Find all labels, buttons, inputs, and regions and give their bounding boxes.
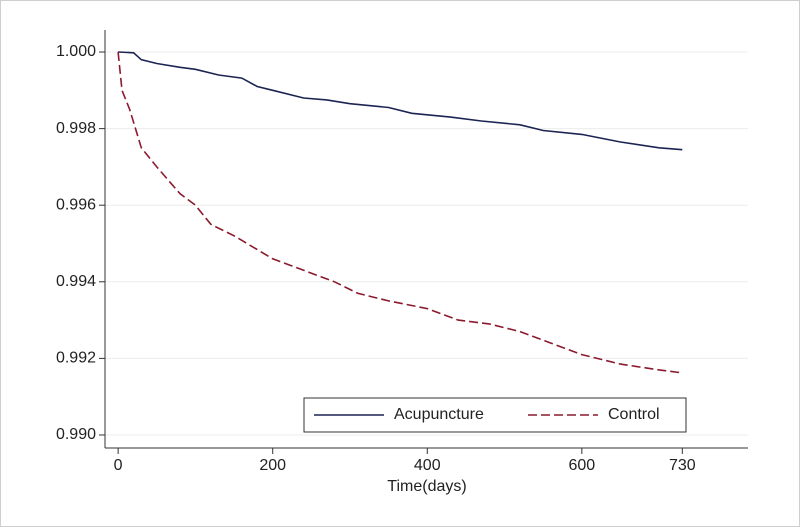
y-tick-label: 0.992: [56, 350, 96, 367]
series-line: [117, 51, 683, 374]
x-tick-label: 200: [259, 457, 286, 474]
legend-label: Acupuncture: [394, 406, 484, 423]
y-tick-label: 0.990: [56, 426, 96, 443]
y-tick-label: 0.994: [56, 273, 96, 290]
x-tick-label: 0: [114, 457, 123, 474]
x-tick-label: 600: [568, 457, 595, 474]
x-tick-label: 400: [414, 457, 441, 474]
x-tick-label: 730: [669, 457, 696, 474]
y-tick-label: 0.998: [56, 120, 96, 137]
y-tick-label: 1.000: [56, 43, 96, 60]
y-tick-label: 0.996: [56, 196, 96, 213]
x-axis-label: Time(days): [387, 478, 466, 495]
legend-label: Control: [608, 406, 660, 423]
series-line: [118, 51, 683, 151]
